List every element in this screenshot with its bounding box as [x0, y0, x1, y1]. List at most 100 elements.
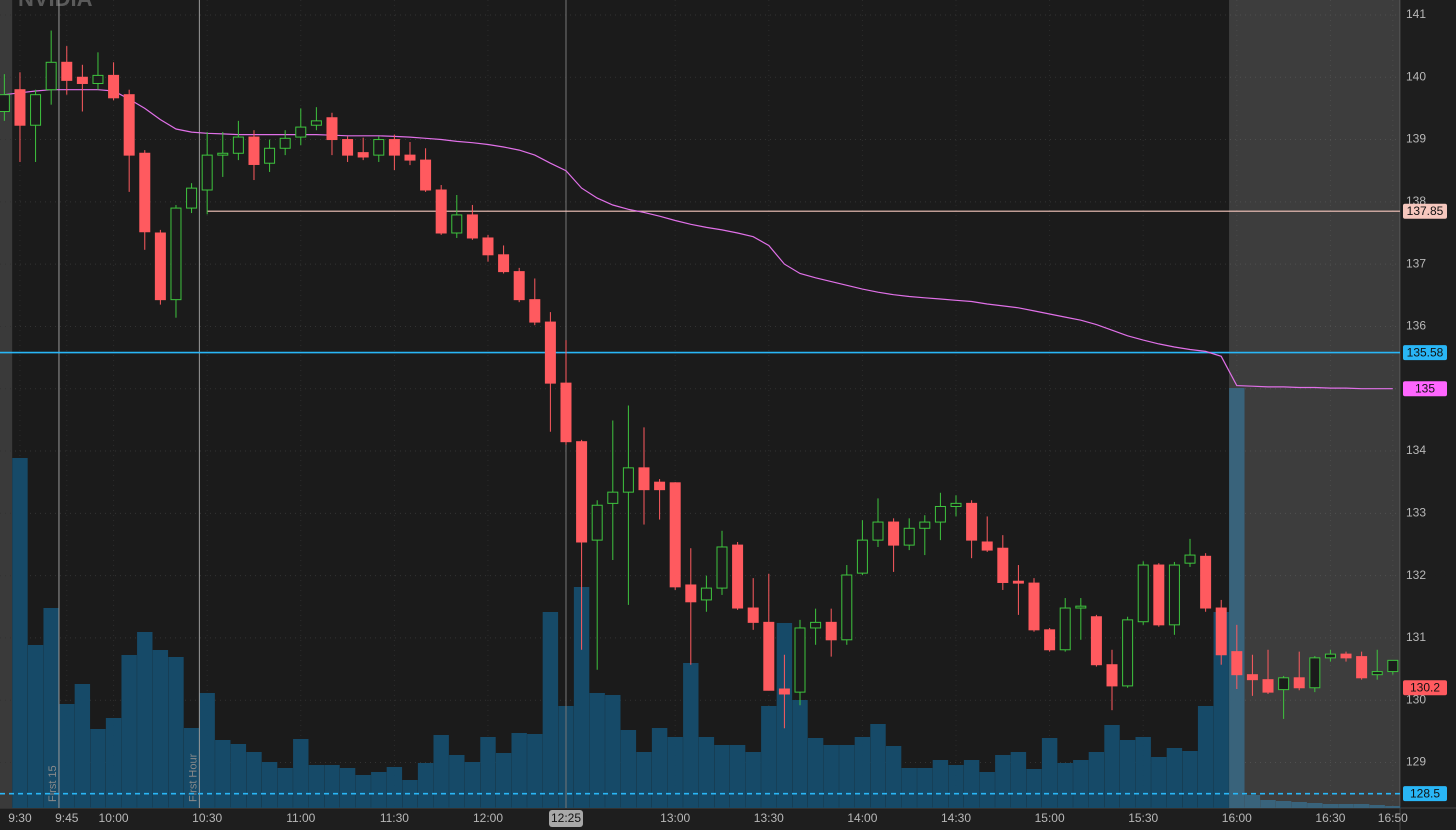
volume-bar: [1166, 748, 1183, 808]
y-tick-label: 141: [1406, 7, 1426, 21]
volume-bar: [917, 768, 933, 808]
volume-bar: [542, 612, 559, 808]
volume-bar: [979, 772, 995, 808]
candle-body: [560, 382, 572, 443]
x-tick-label: 12:00: [473, 811, 503, 825]
volume-bar: [1057, 763, 1073, 808]
x-tick-label: 15:30: [1128, 811, 1158, 825]
x-tick-label: 15:00: [1035, 811, 1065, 825]
candle-body: [30, 94, 42, 126]
candle-body: [170, 207, 182, 301]
candle-body: [1278, 677, 1290, 691]
candle-body: [1371, 671, 1383, 676]
candle-body: [591, 504, 603, 541]
x-tick-label: 10:30: [192, 811, 222, 825]
candle-body: [888, 521, 900, 546]
annotation-label: First 15: [47, 765, 59, 802]
candle-body: [1028, 582, 1040, 631]
candle-body: [529, 299, 541, 323]
volume-bar: [932, 760, 949, 808]
volume-bar: [1353, 804, 1370, 808]
candle-body: [1059, 607, 1071, 651]
volume-bar: [636, 752, 652, 808]
candle-body: [14, 89, 26, 126]
candle-body: [279, 137, 291, 149]
candle-body: [1137, 564, 1149, 623]
volume-bar: [1151, 757, 1167, 808]
candle-body: [841, 574, 853, 641]
candle-body: [778, 688, 790, 695]
volume-bar: [261, 762, 278, 808]
candle-body: [45, 61, 57, 91]
candle-body: [607, 491, 619, 504]
y-tick-label: 129: [1406, 755, 1426, 769]
volume-bar: [1041, 738, 1058, 808]
volume-bar: [43, 608, 59, 808]
x-tick-label: 16:30: [1315, 811, 1345, 825]
crosshair-label-box: [548, 810, 583, 827]
candle-body: [388, 139, 400, 156]
volume-bar: [152, 650, 169, 808]
candle-body: [123, 94, 135, 156]
candle-body: [295, 126, 307, 138]
volume-bar: [1244, 795, 1261, 808]
candle-body: [997, 547, 1009, 583]
y-tick-label: 139: [1406, 132, 1426, 146]
candle-body: [451, 214, 463, 234]
volume-bar: [714, 745, 730, 808]
volume-bar: [308, 765, 325, 808]
volume-bar: [121, 655, 137, 808]
volume-bar: [90, 729, 106, 808]
candle-body: [1356, 656, 1368, 679]
premarket-shade: [0, 0, 13, 808]
candle-body: [1293, 677, 1305, 689]
level-label: 137.85: [1407, 204, 1444, 218]
volume-bar: [1385, 806, 1401, 808]
candle-body: [919, 521, 931, 529]
volume-bar: [168, 657, 184, 808]
y-tick-label: 131: [1406, 630, 1426, 644]
volume-bar: [1213, 612, 1229, 808]
volume-bar: [1369, 805, 1385, 808]
level-label-box: [1403, 786, 1447, 802]
x-tick-label: 13:00: [660, 811, 690, 825]
volume-bar: [105, 718, 122, 808]
volume-bar: [1338, 804, 1354, 808]
volume-bar: [371, 772, 387, 808]
volume-bar: [901, 768, 917, 808]
annotation-label: First Hour: [187, 753, 199, 802]
candle-body: [1309, 657, 1321, 689]
volume-bar: [339, 768, 356, 808]
volume-bar: [59, 704, 75, 808]
candle-body: [1122, 619, 1134, 687]
candle-body: [1200, 555, 1212, 609]
volume-bar: [807, 738, 824, 808]
volume-bar: [729, 745, 746, 808]
volume-bar: [1260, 800, 1276, 808]
volume-bar: [745, 752, 761, 808]
candle-body: [498, 254, 510, 273]
candle-body: [1044, 629, 1056, 651]
candle-body: [747, 607, 759, 623]
x-tick-label: 16:00: [1222, 811, 1252, 825]
y-tick-label: 140: [1406, 69, 1426, 83]
candle-body: [638, 467, 650, 491]
candle-body: [622, 467, 634, 493]
volume-bar: [1197, 706, 1214, 808]
candle-body: [1262, 679, 1274, 693]
volume-bar: [246, 752, 262, 808]
candle-body: [61, 61, 73, 81]
x-tick-label: 11:30: [380, 811, 409, 825]
volume-bar: [1088, 752, 1105, 808]
candle-body: [700, 587, 712, 601]
volume-bar: [293, 739, 309, 808]
watermark: NVIDIA: [18, 0, 93, 11]
volume-bar: [963, 760, 980, 808]
candle-body: [716, 546, 728, 589]
candle-body: [186, 187, 198, 209]
candle-body: [825, 621, 837, 641]
candle-body: [310, 120, 322, 126]
volume-bar: [464, 762, 481, 808]
volume-bar: [1104, 725, 1120, 808]
